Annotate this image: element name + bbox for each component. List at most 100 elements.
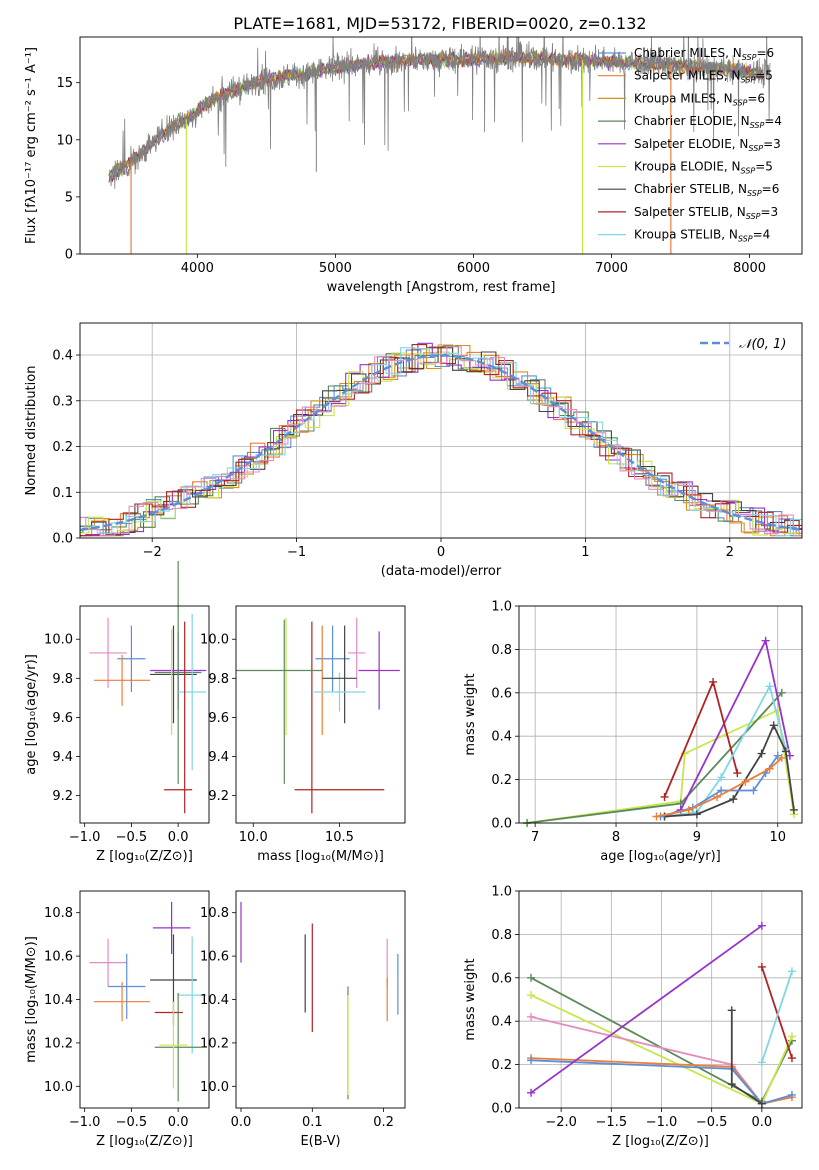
weight-marker <box>692 810 701 819</box>
weight-marker <box>733 769 742 778</box>
errorbar-point <box>348 617 366 689</box>
weight-marker <box>729 795 738 804</box>
axes-frame <box>79 890 210 1109</box>
x-tick-label: 0.1 <box>302 1115 323 1130</box>
x-tick-label: −1.5 <box>596 1115 628 1130</box>
y-axis-label: Normed distribution <box>24 366 39 496</box>
y-tick-label: 10.6 <box>200 950 229 965</box>
x-tick-label: 0.0 <box>752 1115 773 1130</box>
y-tick-label: 9.4 <box>208 750 229 765</box>
weight-marker <box>787 967 796 976</box>
y-tick-label: 0.2 <box>52 440 73 455</box>
weight-series-line <box>664 683 787 818</box>
age-vs-mass-panel: 10.0 10.5 9.2 9.4 9.6 9.8 10.0 mass [log₁₀(M/M⊙… <box>200 605 406 864</box>
y-tick-label: 9.8 <box>208 672 229 687</box>
legend-label: Chabrier ELODIE, NSSP=4 <box>634 114 782 130</box>
weight-marker <box>727 1006 736 1015</box>
errorbar-point <box>178 613 207 771</box>
weight-marker <box>660 792 669 801</box>
histogram-series <box>80 346 802 537</box>
spectrum-legend: Chabrier MILES, NSSP=6 Salpeter MILES, NS… <box>598 46 782 244</box>
errorbar-point <box>89 938 127 987</box>
legend-label: Salpeter ELODIE, NSSP=3 <box>634 137 781 153</box>
weight-marker <box>777 688 786 697</box>
y-tick-label: 10.4 <box>44 993 73 1008</box>
weight-series-line <box>530 924 763 1094</box>
y-tick-label: 10.2 <box>200 1036 229 1051</box>
x-tick-label: −0.5 <box>116 1115 148 1130</box>
axes-frame <box>235 890 406 1109</box>
histogram-series <box>80 344 802 537</box>
x-axis-label: wavelength [Angstrom, rest frame] <box>327 280 556 295</box>
x-tick-label: 0.0 <box>231 1115 252 1130</box>
weight-series-line <box>761 971 793 1063</box>
y-tick-label: 0.3 <box>52 394 73 409</box>
x-tick-label: −0.5 <box>696 1115 728 1130</box>
weight-series-line <box>761 966 793 1059</box>
weight-marker <box>787 1032 796 1041</box>
y-tick-label: 0.8 <box>491 928 512 943</box>
legend-label: Kroupa STELIB, NSSP=4 <box>634 228 770 244</box>
residual-histogram-panel: −2 −1 0 1 2 0.0 0.1 0.2 0.3 0.4 (data-model)/error… <box>24 322 803 579</box>
y-tick-label: 0.0 <box>491 817 512 832</box>
mass-vs-ebv-panel: 0.0 0.1 0.2 10.0 10.2 10.4 10.6 10.8 E(B-V) <box>200 890 406 1149</box>
y-tick-label: 0.4 <box>491 1015 512 1030</box>
weight-marker <box>527 1056 536 1065</box>
weight-marker <box>709 677 718 686</box>
weight-series-line <box>656 757 783 818</box>
y-tick-label: 0.0 <box>491 1102 512 1117</box>
y-axis-label: mass weight <box>463 958 478 1040</box>
y-tick-label: 1.0 <box>491 600 512 615</box>
y-tick-label: 0 <box>65 248 73 263</box>
weight-marker <box>684 805 693 814</box>
weight-marker <box>527 1012 536 1021</box>
x-tick-label: 10 <box>769 830 786 845</box>
y-tick-label: 9.2 <box>52 789 73 804</box>
weight-vs-age-panel: 7 8 9 10 0.0 0.2 0.4 0.6 0.8 1.0 age [log₁₀(age/yr… <box>463 600 803 864</box>
weight-marker <box>741 777 750 786</box>
y-axis-label: age [log₁₀(age/yr)] <box>24 654 39 775</box>
weight-marker <box>757 1058 766 1067</box>
x-axis-label: (data-model)/error <box>381 564 502 579</box>
weight-marker <box>727 1080 736 1089</box>
errorbar-point <box>154 561 202 784</box>
errorbar-point <box>313 672 366 712</box>
weight-marker <box>789 805 798 814</box>
histogram-series <box>80 344 802 537</box>
axes-frame <box>518 890 803 1109</box>
legend-label: Salpeter STELIB, NSSP=3 <box>634 205 778 221</box>
x-tick-label: −1.0 <box>646 1115 678 1130</box>
x-tick-label: −0.5 <box>116 830 148 845</box>
y-tick-label: 0.4 <box>491 730 512 745</box>
x-tick-label: 7000 <box>595 261 628 276</box>
y-tick-label: 9.2 <box>208 789 229 804</box>
mass-vs-metallicity-panel: −1.0 −0.5 0.0 10.0 10.2 10.4 10.6 10.8 Z [log₁₀(… <box>24 890 210 1149</box>
y-tick-label: 9.4 <box>52 750 73 765</box>
weight-series-line <box>530 1059 793 1105</box>
weight-marker <box>652 812 661 821</box>
errorbar-point <box>150 625 197 724</box>
weight-marker <box>787 1090 796 1099</box>
weight-marker <box>757 1099 766 1108</box>
weight-vs-metallicity-panel: −2.0 −1.5 −1.0 −0.5 0.0 0.0 0.2 0.4 0.6 0.8 1.0 Z [… <box>463 885 803 1149</box>
age-vs-metallicity-panel: −1.0 −0.5 0.0 9.2 9.4 9.6 9.8 10.0 Z [log₁₀(Z/Z⊙… <box>24 561 210 864</box>
legend-label: Kroupa ELODIE, NSSP=5 <box>634 160 773 176</box>
spectrum-panel: 4000 5000 6000 7000 8000 0 5 10 15 wavelength [An… <box>24 36 803 295</box>
x-tick-label: −2.0 <box>545 1115 577 1130</box>
x-axis-label: age [log₁₀(age/yr)] <box>600 849 721 864</box>
x-tick-label: 0 <box>437 545 445 560</box>
weight-series-line <box>730 1010 763 1105</box>
x-axis-label: Z [log₁₀(Z/Z⊙)] <box>612 1134 709 1149</box>
x-tick-label: 9 <box>693 830 701 845</box>
histogram-legend: 𝒩(0, 1) <box>700 337 786 352</box>
x-tick-label: 1 <box>581 545 589 560</box>
observed-spectrum-line <box>108 37 771 189</box>
x-tick-label: 4000 <box>181 261 214 276</box>
y-tick-label: 5 <box>65 190 73 205</box>
y-tick-label: 10.4 <box>200 993 229 1008</box>
x-axis-label: Z [log₁₀(Z/Z⊙)] <box>96 849 193 864</box>
errorbar-point <box>178 936 207 1054</box>
y-tick-label: 10.8 <box>44 906 73 921</box>
weight-marker <box>769 721 778 730</box>
legend-label: Kroupa MILES, NSSP=6 <box>634 91 765 107</box>
